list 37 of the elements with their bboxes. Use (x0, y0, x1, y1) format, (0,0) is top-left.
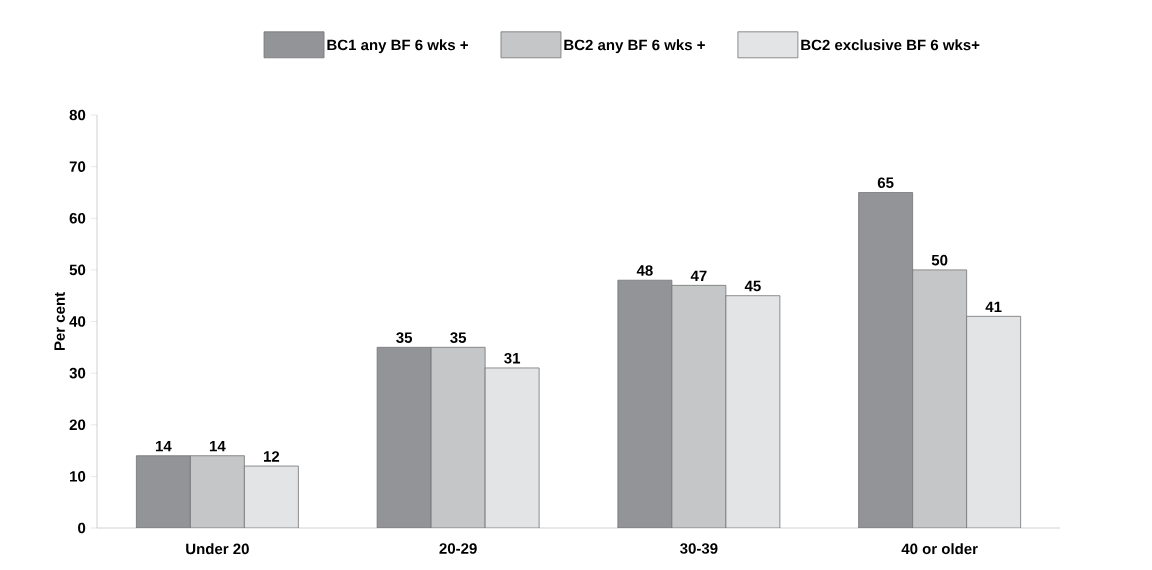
data-label: 14 (209, 441, 226, 452)
data-label: 35 (396, 332, 413, 343)
y-tick-label: 40 (69, 316, 86, 327)
bar (912, 269, 968, 528)
bar (671, 284, 727, 528)
y-tick-label: 80 (69, 109, 86, 121)
legend-label: BC2 any BF 6 wks + (564, 39, 705, 54)
data-label: 41 (985, 301, 1002, 312)
x-tick-label: Under 20 (186, 543, 249, 555)
legend-label: BC2 exclusive BF 6 wks+ (801, 39, 980, 51)
y-tick-label: 60 (69, 212, 86, 224)
bar (484, 367, 540, 528)
y-tick-label: 20 (69, 419, 86, 431)
bar (725, 295, 781, 528)
bar (243, 465, 299, 528)
data-label: 12 (263, 451, 280, 462)
bar (430, 346, 486, 528)
y-tick-label: 0 (78, 522, 86, 534)
data-label: 47 (690, 270, 707, 281)
y-tick-label: 30 (69, 367, 86, 379)
bar (966, 315, 1022, 528)
data-label: 45 (744, 280, 761, 292)
y-tick-label: 70 (69, 161, 86, 172)
y-tick-label: 50 (69, 264, 86, 276)
data-label: 35 (450, 332, 467, 343)
data-label: 14 (155, 441, 172, 452)
x-tick-label: 20-29 (439, 543, 477, 554)
y-tick-label: 10 (70, 471, 86, 482)
data-label: 65 (877, 177, 894, 189)
data-label: 31 (504, 352, 521, 364)
x-tick-label: 40 or older (901, 543, 978, 555)
bar (189, 455, 245, 528)
legend-label: BC1 any BF 6 wks + (327, 39, 468, 54)
data-label: 48 (636, 265, 653, 276)
data-label: 50 (931, 254, 948, 266)
x-tick-label: 30-39 (680, 543, 718, 554)
y-axis-title: Per cent (54, 292, 65, 351)
